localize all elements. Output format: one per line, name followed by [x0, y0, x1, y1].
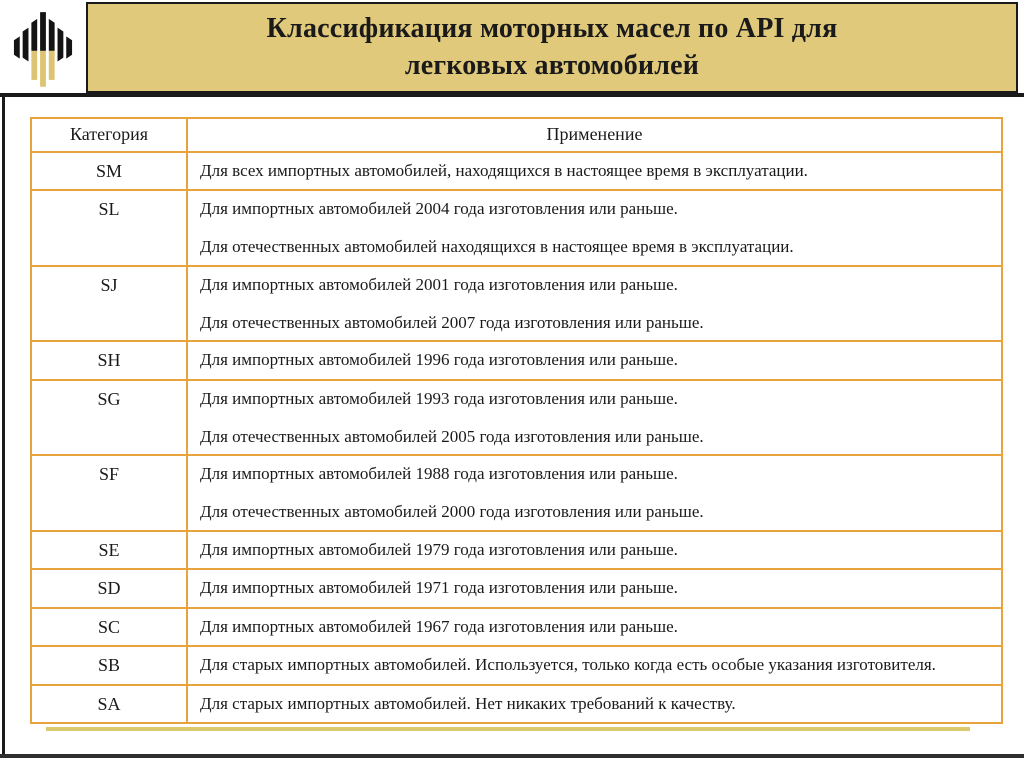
category-cell: SM [30, 150, 188, 192]
category-cell: SF [30, 454, 188, 532]
application-cell: Для всех импортных автомобилей, находящи… [186, 150, 1003, 192]
table-row: SF Для импортных автомобилей 1988 года из… [30, 454, 1003, 532]
footer-accent-line [46, 727, 970, 731]
table-row: SM Для всех импортных автомобилей, находя… [30, 150, 1003, 192]
application-text: Для импортных автомобилей 2004 года изго… [200, 199, 678, 219]
category-cell: SA [30, 683, 188, 725]
table-row: SJ Для импортных автомобилей 2001 года из… [30, 264, 1003, 343]
table-row: SH Для импортных автомобилей 1996 года из… [30, 340, 1003, 381]
application-cell: Для импортных автомобилей 1993 года изго… [186, 378, 1003, 457]
table-row: SB Для старых импортных автомобилей. Испо… [30, 645, 1003, 686]
category-cell: SH [30, 340, 188, 381]
rosneft-logo-icon [13, 11, 73, 87]
table-row: SL Для импортных автомобилей 2004 года из… [30, 189, 1003, 267]
application-cell: Для импортных автомобилей 1996 года изго… [186, 340, 1003, 381]
table-header-row: Категория Применение [30, 117, 1003, 153]
logo-area [0, 0, 86, 93]
content-left-border [2, 97, 5, 755]
application-cell: Для импортных автомобилей 2001 года изго… [186, 264, 1003, 343]
category-cell: SE [30, 529, 188, 571]
application-text: Для отечественных автомобилей 2005 года … [200, 426, 704, 446]
api-classification-table: Категория Применение SM Для всех импортны… [30, 117, 1003, 725]
application-text: Для старых импортных автомобилей. Нет ни… [200, 693, 736, 713]
slide-header: Классификация моторных масел по API для … [0, 0, 1024, 97]
table-head: Категория Применение [30, 117, 1003, 153]
category-cell: SB [30, 645, 188, 686]
category-cell: SG [30, 378, 188, 457]
slide-bottom-border [0, 754, 1024, 758]
column-header-application: Применение [186, 117, 1003, 153]
application-text: Для импортных автомобилей 1993 года изго… [200, 388, 678, 408]
application-text: Для импортных автомобилей 1967 года изго… [200, 616, 678, 636]
application-cell: Для импортных автомобилей 1971 года изго… [186, 568, 1003, 609]
table-row: SA Для старых импортных автомобилей. Нет … [30, 683, 1003, 725]
application-cell: Для импортных автомобилей 1967 года изго… [186, 606, 1003, 648]
application-cell: Для старых импортных автомобилей. Исполь… [186, 645, 1003, 686]
application-text: Для старых импортных автомобилей. Исполь… [200, 655, 936, 675]
application-cell: Для старых импортных автомобилей. Нет ни… [186, 683, 1003, 725]
application-text: Для импортных автомобилей 1996 года изго… [200, 350, 678, 370]
slide-title: Классификация моторных масел по API для … [266, 13, 838, 81]
application-cell: Для импортных автомобилей 1988 года изго… [186, 454, 1003, 532]
title-box: Классификация моторных масел по API для … [86, 2, 1018, 93]
application-text: Для отечественных автомобилей находящихс… [200, 237, 794, 257]
table-row: SE Для импортных автомобилей 1979 года из… [30, 529, 1003, 571]
table-row: SC Для импортных автомобилей 1967 года из… [30, 606, 1003, 648]
category-cell: SL [30, 189, 188, 267]
category-cell: SD [30, 568, 188, 609]
application-cell: Для импортных автомобилей 2004 года изго… [186, 189, 1003, 267]
application-text: Для отечественных автомобилей 2007 года … [200, 312, 704, 332]
table-row: SD Для импортных автомобилей 1971 года из… [30, 568, 1003, 609]
application-text: Для импортных автомобилей 1979 года изго… [200, 539, 678, 559]
application-text: Для отечественных автомобилей 2000 года … [200, 502, 704, 522]
application-text: Для импортных автомобилей 2001 года изго… [200, 274, 678, 294]
column-header-category: Категория [30, 117, 188, 153]
application-text: Для импортных автомобилей 1971 года изго… [200, 578, 678, 598]
table-row: SG Для импортных автомобилей 1993 года из… [30, 378, 1003, 457]
application-text: Для импортных автомобилей 1988 года изго… [200, 464, 678, 484]
table-body: SM Для всех импортных автомобилей, находя… [30, 150, 1003, 725]
application-cell: Для импортных автомобилей 1979 года изго… [186, 529, 1003, 571]
category-cell: SJ [30, 264, 188, 343]
application-text: Для всех импортных автомобилей, находящи… [200, 160, 808, 180]
table-container: Категория Применение SM Для всех импортны… [30, 117, 1003, 725]
category-cell: SC [30, 606, 188, 648]
